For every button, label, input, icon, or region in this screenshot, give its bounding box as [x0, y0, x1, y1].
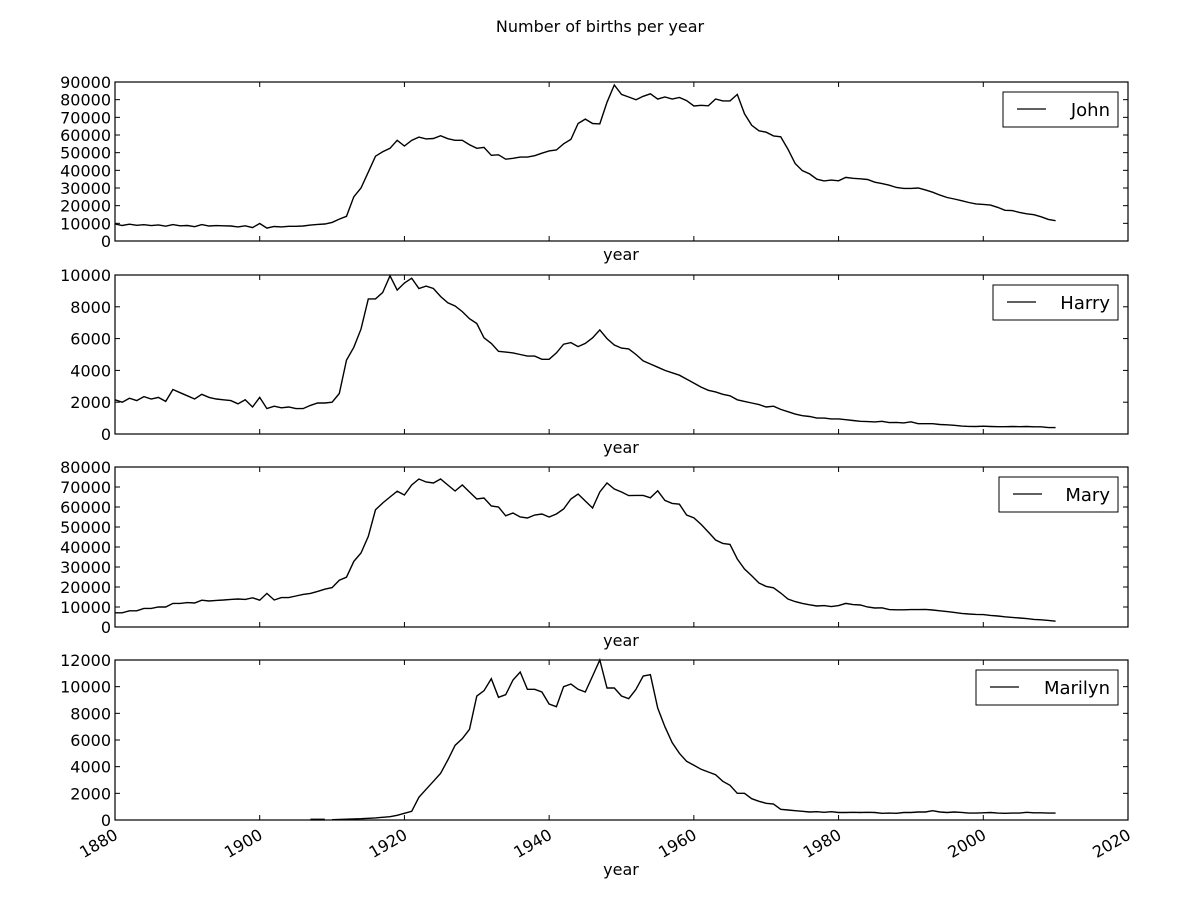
y-tick-label: 4000 [70, 361, 111, 380]
x-tick-label: 1960 [655, 825, 700, 862]
y-tick-label: 8000 [70, 298, 111, 317]
y-tick-label: 2000 [70, 784, 111, 803]
y-tick-label: 0 [101, 618, 111, 637]
y-tick-label: 0 [101, 232, 111, 251]
legend-label: Harry [1060, 293, 1110, 314]
y-tick-label: 60000 [60, 498, 111, 517]
subplot-marilyn: 0 2000 4000 6000 8000 10000 12000 Marilyn year 18… [60, 651, 1134, 879]
y-tick-label: 2000 [70, 393, 111, 412]
x-axis-label: year [603, 860, 639, 879]
legend-label: Mary [1065, 485, 1110, 506]
plot-area [114, 466, 1129, 628]
y-tick-label: 30000 [60, 558, 111, 577]
x-axis-label: year [603, 245, 639, 264]
legend: John [1002, 91, 1119, 128]
x-tick-label: 1900 [221, 825, 266, 862]
legend: Harry [992, 284, 1119, 321]
x-tick-label: 1920 [366, 825, 411, 862]
x-tick-label: 1980 [800, 825, 845, 862]
y-tick-label: 10000 [60, 598, 111, 617]
y-tick-label: 60000 [60, 126, 111, 145]
x-tick-label: 2020 [1089, 825, 1134, 862]
y-tick-label: 10000 [60, 678, 111, 697]
y-tick-label: 20000 [60, 197, 111, 216]
y-tick-label: 80000 [60, 458, 111, 477]
series-line-mary [115, 478, 1056, 622]
series-line-marilyn [332, 657, 1056, 821]
y-tick-label: 10000 [60, 214, 111, 233]
y-tick-label: 50000 [60, 144, 111, 163]
y-tick-label: 6000 [70, 330, 111, 349]
plot-area [114, 659, 1129, 821]
y-tick-label: 70000 [60, 108, 111, 127]
x-tick-label: 1940 [510, 825, 555, 862]
y-tick-label: 20000 [60, 578, 111, 597]
x-axis-label: year [603, 631, 639, 650]
subplot-john: 0100002000030000400005000060000700008000… [60, 73, 1129, 264]
plot-area [114, 274, 1129, 435]
series-line-harry [114, 274, 1056, 429]
plot-area [114, 81, 1129, 242]
y-tick-label: 0 [101, 811, 111, 830]
x-axis-label: year [603, 438, 639, 457]
legend-label: Marilyn [1044, 678, 1110, 699]
x-tick-label: 1880 [76, 825, 121, 862]
series-line-john [114, 83, 1056, 229]
x-tick-label: 2000 [945, 825, 990, 862]
y-tick-label: 6000 [70, 731, 111, 750]
y-tick-label: 70000 [60, 478, 111, 497]
subplot-harry: 0 2000 4000 6000 8000 10000 Harry year [60, 266, 1129, 457]
y-tick-label: 30000 [60, 179, 111, 198]
subplot-mary: 0100002000030000400005000060000700008000… [60, 458, 1129, 650]
y-tick-label: 50000 [60, 518, 111, 537]
legend: Mary [998, 476, 1119, 513]
y-tick-label: 8000 [70, 704, 111, 723]
y-tick-label: 90000 [60, 73, 111, 92]
y-tick-label: 40000 [60, 161, 111, 180]
y-tick-label: 4000 [70, 758, 111, 777]
y-tick-label: 12000 [60, 651, 111, 670]
chart-title: Number of births per year [496, 17, 705, 36]
y-tick-label: 40000 [60, 538, 111, 557]
subplots-container: 0100002000030000400005000060000700008000… [60, 73, 1134, 879]
y-tick-label: 80000 [60, 91, 111, 110]
y-tick-label: 10000 [60, 266, 111, 285]
y-tick-label: 0 [101, 425, 111, 444]
legend-label: John [1070, 100, 1110, 121]
legend: Marilyn [975, 669, 1119, 706]
